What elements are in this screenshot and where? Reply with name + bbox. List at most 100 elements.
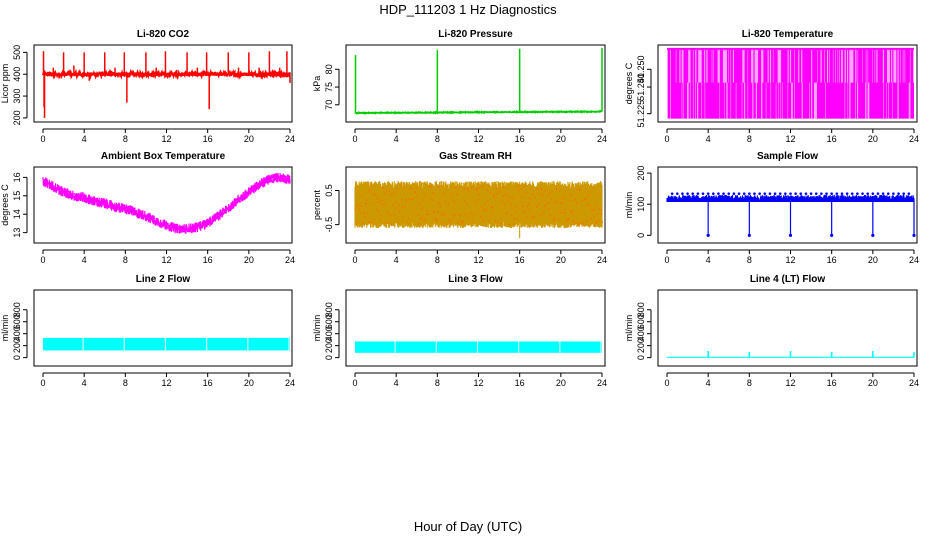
- panel-title: Sample Flow: [757, 151, 818, 162]
- plot-area: [667, 47, 914, 119]
- y-tick-label: 0: [12, 355, 22, 360]
- data-point: [753, 192, 756, 195]
- panel-frame: [33, 166, 293, 244]
- x-tick-label: 8: [123, 134, 128, 144]
- data-point: [861, 192, 864, 195]
- x-tick-label: 24: [597, 378, 607, 388]
- panel-title: Line 4 (LT) Flow: [750, 274, 826, 285]
- x-tick-label: 8: [435, 255, 440, 265]
- x-tick-label: 12: [473, 134, 483, 144]
- x-tick-label: 8: [747, 134, 752, 144]
- data-point: [892, 192, 895, 195]
- data-point: [825, 192, 828, 195]
- data-point: [670, 192, 674, 195]
- panel-li-820-co2: Li-820 CO2 Licor ppm 0 4 8 12 16 20 24 200 300 400 5…: [0, 29, 295, 144]
- plot-area: [41, 51, 291, 118]
- y-tick-label: 300: [12, 89, 22, 104]
- y-tick-label: 0: [636, 355, 646, 360]
- data-point: [804, 192, 808, 195]
- x-tick-label: 20: [868, 378, 878, 388]
- data-point: [789, 192, 792, 195]
- plot-area: [43, 337, 290, 351]
- x-tick-label: 20: [244, 255, 254, 265]
- x-tick-label: 0: [352, 255, 357, 265]
- data-point: [778, 192, 782, 195]
- x-tick-label: 4: [706, 378, 711, 388]
- y-tick-label: 200: [12, 338, 22, 353]
- data-series-points: [355, 184, 603, 226]
- data-point: [686, 192, 689, 195]
- x-tick-label: 8: [435, 134, 440, 144]
- y-tick-label: 400: [12, 67, 22, 82]
- y-axis-label: ml/min: [312, 315, 322, 342]
- y-tick-label: 800: [636, 302, 646, 317]
- x-tick-label: 20: [556, 255, 566, 265]
- x-tick-label: 16: [203, 134, 213, 144]
- x-tick-label: 20: [868, 134, 878, 144]
- panel-title: Gas Stream RH: [439, 151, 512, 162]
- data-point: [814, 192, 818, 195]
- data-point: [840, 192, 844, 195]
- x-tick-label: 4: [394, 134, 399, 144]
- data-point: [675, 192, 679, 195]
- x-tick-label: 16: [515, 255, 525, 265]
- panel-frame: [345, 289, 606, 367]
- y-tick-label: 400: [324, 326, 334, 341]
- y-tick-label: 600: [324, 314, 334, 329]
- data-point: [799, 192, 803, 195]
- y-axis-label: Licor ppm: [0, 64, 10, 104]
- y-tick-label: 400: [12, 326, 22, 341]
- panel-frame: [33, 44, 293, 123]
- x-tick-label: 12: [473, 378, 483, 388]
- data-point: [907, 192, 911, 195]
- data-point: [897, 192, 900, 195]
- y-tick-label: 13: [12, 228, 22, 238]
- y-tick-label: 200: [636, 166, 646, 181]
- panel-title: Line 2 Flow: [136, 274, 191, 285]
- data-point: [732, 192, 736, 195]
- x-tick-label: 0: [664, 378, 669, 388]
- x-tick-label: 4: [82, 134, 87, 144]
- x-tick-label: 12: [785, 134, 795, 144]
- x-tick-label: 12: [161, 378, 171, 388]
- x-tick-label: 0: [40, 134, 45, 144]
- x-tick-label: 4: [82, 378, 87, 388]
- y-tick-label: 800: [324, 302, 334, 317]
- data-series-band: [354, 181, 603, 228]
- data-dip-point: [830, 233, 834, 237]
- y-axis-label: percent: [312, 189, 322, 220]
- y-tick-label: 200: [324, 338, 334, 353]
- data-flow-band: [43, 337, 290, 351]
- x-tick-label: 12: [785, 378, 795, 388]
- data-point: [701, 192, 705, 195]
- y-axis-label: kPa: [312, 76, 322, 92]
- y-tick-label: 0: [324, 355, 334, 360]
- panel-line-2-flow: Line 2 Flow ml/min 0 4 8 12 16 20 24 0 20040060080…: [0, 274, 295, 388]
- x-tick-label: 12: [785, 255, 795, 265]
- plot-area: [354, 48, 603, 116]
- x-tick-label: 12: [161, 134, 171, 144]
- data-point: [763, 192, 767, 195]
- data-point: [902, 192, 906, 195]
- figure-title: HDP_111203 1 Hz Diagnostics: [379, 2, 557, 17]
- y-tick-label: 600: [636, 314, 646, 329]
- panel-title: Li-820 Pressure: [438, 29, 513, 40]
- x-tick-label: 24: [597, 134, 607, 144]
- data-dip-point: [706, 233, 710, 237]
- panel-title: Li-820 Temperature: [742, 29, 834, 40]
- data-series-line: [41, 68, 291, 81]
- data-point: [727, 192, 731, 195]
- y-tick-label: 600: [12, 314, 22, 329]
- x-tick-label: 8: [123, 378, 128, 388]
- panel-sample-flow: Sample Flow ml/min 0 4 8 12 16 20 24 0 100 200: [624, 151, 919, 265]
- data-point: [681, 192, 684, 195]
- x-tick-label: 4: [82, 255, 87, 265]
- x-tick-label: 16: [827, 378, 837, 388]
- y-axis-label: degrees C: [624, 62, 634, 104]
- data-series-line: [667, 48, 914, 119]
- x-tick-label: 0: [664, 134, 669, 144]
- data-point: [758, 192, 761, 195]
- x-tick-label: 12: [161, 255, 171, 265]
- y-tick-label: 14: [12, 209, 22, 219]
